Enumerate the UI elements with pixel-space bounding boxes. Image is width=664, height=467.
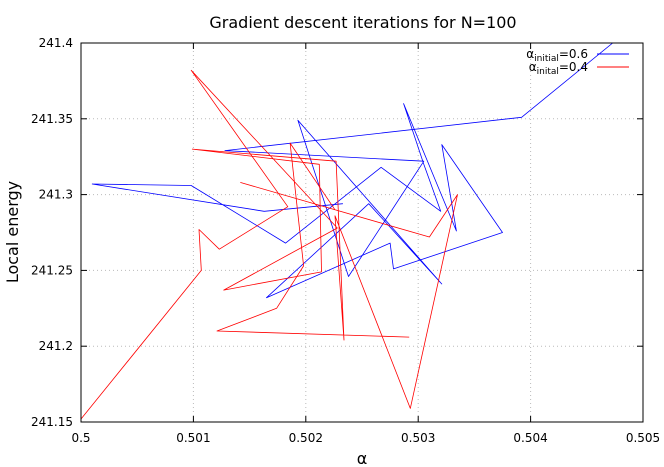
x-tick-label: 0.505 <box>626 431 660 445</box>
y-tick-label: 241.3 <box>39 188 73 202</box>
x-tick-label: 0.501 <box>176 431 210 445</box>
y-axis-label: Local energy <box>3 181 22 283</box>
legend-label-1: αinital=0.4 <box>529 60 588 77</box>
x-axis-label: α <box>357 449 368 467</box>
legend-label-0: αinitial=0.6 <box>526 47 588 64</box>
series-layer <box>81 43 613 420</box>
y-tick-label: 241.2 <box>39 339 73 353</box>
series-line-0 <box>91 43 613 299</box>
y-tick-label: 241.35 <box>31 112 73 126</box>
plot-frame <box>80 42 644 423</box>
legend-entry-1: αinital=0.4 <box>529 60 629 77</box>
series-line-1 <box>81 69 458 420</box>
grid <box>81 43 643 422</box>
y-tick-label: 241.4 <box>39 36 73 50</box>
y-tick-label: 241.25 <box>31 263 73 277</box>
tick-labels: 0.5 0.501 0.502 0.503 0.504 0.505 241.15 241.2 2… <box>31 36 660 445</box>
chart-title: Gradient descent iterations for N=100 <box>209 13 516 32</box>
y-tick-label: 241.15 <box>31 415 73 429</box>
x-tick-label: 0.5 <box>71 431 90 445</box>
x-tick-label: 0.504 <box>513 431 547 445</box>
x-tick-label: 0.503 <box>401 431 435 445</box>
legend-entry-0: αinitial=0.6 <box>526 47 629 64</box>
x-tick-label: 0.502 <box>289 431 323 445</box>
ticks <box>80 42 644 423</box>
